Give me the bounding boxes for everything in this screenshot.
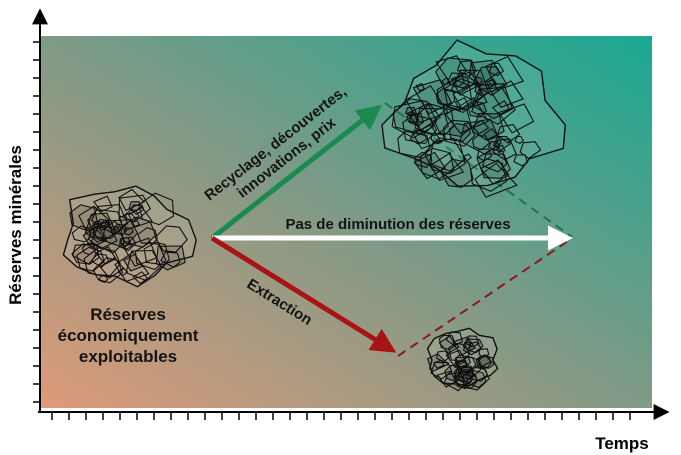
rock-facet: [462, 153, 472, 162]
rock-facet: [435, 350, 451, 363]
rock-facet: [468, 341, 482, 354]
rock-facet: [498, 103, 535, 134]
rock-facet: [465, 335, 480, 348]
rock-facet: [155, 245, 186, 271]
reserves-label-line1: Réserves: [90, 305, 166, 324]
rock-facet: [426, 353, 450, 373]
rock-facet: [405, 106, 417, 118]
rock-facet: [93, 195, 113, 213]
rock-facet: [83, 246, 121, 278]
rock-facet: [496, 124, 521, 144]
rock-facet: [454, 75, 470, 89]
rock-facet: [492, 138, 517, 161]
rock-facet: [405, 85, 449, 124]
rock-facet: [496, 144, 506, 153]
growth-arrow: [210, 104, 382, 240]
rock-facet: [430, 132, 446, 145]
rock-facet: [450, 71, 481, 96]
rock-facet: [490, 80, 524, 108]
rock-facet: [125, 249, 163, 282]
rock-facet: [445, 331, 463, 347]
rock-facet: [127, 206, 153, 228]
rock-facet: [476, 148, 493, 162]
rock-facet: [406, 102, 441, 131]
rock-facet: [412, 79, 453, 115]
flat-arrow-label: Pas de diminution des réserves: [285, 216, 510, 233]
rock-facet: [76, 246, 105, 272]
rock-facet: [117, 267, 129, 277]
rock-facet: [438, 334, 457, 351]
rock-facet: [69, 204, 99, 231]
rock-pile-large-icon: [381, 39, 567, 198]
reserves-label-line3: exploitables: [79, 347, 177, 366]
rock-facet: [519, 141, 542, 160]
rock-facet: [478, 354, 495, 369]
rock-facet: [84, 212, 118, 242]
rock-facet: [414, 103, 455, 136]
rock-facet: [92, 257, 124, 284]
rock-facet: [419, 147, 455, 180]
rock-facet: [438, 335, 460, 354]
rock-facet: [462, 341, 473, 350]
rock-facet: [474, 162, 518, 198]
rock-facet: [98, 274, 109, 283]
rock-facet: [397, 130, 431, 159]
rock-facet: [514, 135, 525, 145]
extraction-arrow: [210, 235, 397, 353]
rock-facet: [119, 236, 137, 252]
rock-facet: [439, 158, 474, 188]
rock-facet: [120, 240, 133, 251]
rock-facet: [488, 62, 505, 77]
rock-facet: [454, 370, 478, 390]
rock-facet: [154, 225, 188, 253]
dashed-connector-bottom: [397, 240, 569, 357]
rock-facet: [436, 370, 457, 388]
rock-facet: [107, 220, 121, 232]
rock-facet: [445, 349, 467, 369]
rock-facet: [91, 253, 110, 268]
rock-facet: [118, 194, 151, 223]
rock-facet: [114, 251, 150, 283]
rock-facet: [471, 119, 490, 135]
rock-facet: [88, 227, 107, 243]
rock-facet: [478, 348, 490, 358]
rock-facet: [443, 119, 476, 147]
rock-facet: [459, 118, 502, 155]
x-axis-label: Temps: [595, 434, 649, 453]
rock-pile-medium-icon: [62, 185, 197, 288]
rock-facet: [448, 123, 472, 143]
rock-facet: [428, 138, 467, 172]
rock-facet: [414, 107, 449, 137]
rock-facet: [446, 72, 465, 89]
rock-pile-small-icon: [426, 327, 499, 392]
rock-facet: [143, 241, 170, 266]
rock-facet: [453, 368, 474, 385]
rock-facet: [71, 225, 92, 243]
rock-facet: [118, 188, 146, 212]
rock-facet: [433, 359, 445, 370]
rock-facet: [483, 127, 500, 141]
reserves-label-line2: économiquement: [58, 326, 199, 345]
rock-facet: [485, 55, 525, 91]
rock-facet: [132, 271, 149, 285]
rock-facet: [87, 209, 124, 239]
rock-facet: [72, 243, 100, 265]
rock-facet: [491, 100, 511, 116]
rock-facet: [435, 55, 468, 84]
rock-facet: [118, 212, 141, 232]
y-axis-ticks: [33, 41, 40, 403]
y-axis-label: Réserves minérales: [6, 145, 25, 305]
x-axis-ticks: [51, 412, 631, 420]
rock-facet: [402, 114, 438, 145]
rock-facet: [134, 242, 167, 271]
rock-facet: [436, 78, 473, 111]
